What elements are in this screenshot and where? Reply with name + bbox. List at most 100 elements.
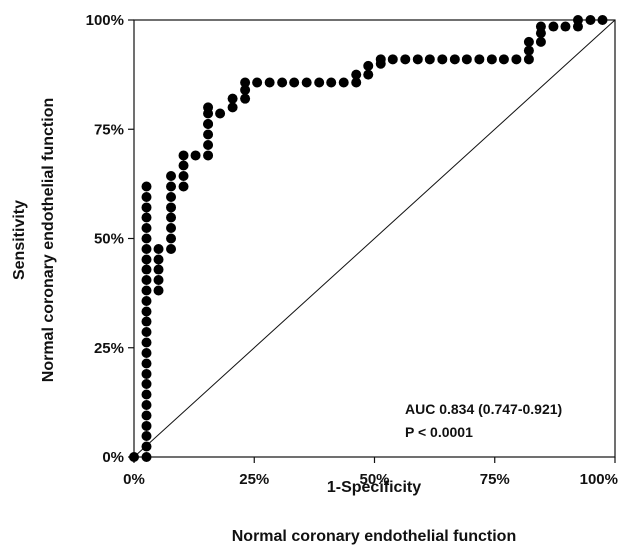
roc-point (400, 54, 411, 65)
roc-point (141, 264, 152, 275)
roc-point (141, 306, 152, 317)
roc-point (203, 129, 214, 140)
roc-point (597, 15, 608, 25)
roc-point (141, 337, 152, 348)
x-tick-label: 100% (580, 471, 618, 488)
roc-point (178, 181, 189, 192)
roc-point (424, 54, 435, 65)
roc-point (153, 254, 164, 265)
roc-point (166, 171, 177, 182)
x-tick-label: 75% (480, 471, 510, 488)
roc-point (141, 452, 152, 462)
roc-point (264, 77, 275, 88)
roc-point (141, 347, 152, 358)
roc-point (153, 264, 164, 275)
roc-point (166, 181, 177, 192)
roc-point (141, 389, 152, 400)
roc-point (227, 102, 238, 113)
roc-point (215, 108, 226, 119)
roc-point (178, 171, 189, 182)
roc-point (585, 15, 596, 25)
roc-point (203, 139, 214, 150)
roc-point (166, 233, 177, 244)
roc-point (141, 275, 152, 286)
roc-point (141, 368, 152, 379)
roc-point (166, 202, 177, 213)
roc-point (387, 54, 398, 65)
y-axis-subtitle: Normal coronary endothelial function (40, 98, 57, 382)
y-tick-label: 100% (86, 12, 124, 29)
roc-point (178, 150, 189, 161)
roc-point (166, 191, 177, 202)
roc-point (474, 54, 485, 65)
roc-point (166, 243, 177, 254)
roc-point (178, 160, 189, 171)
roc-point (511, 54, 522, 65)
roc-point (363, 69, 374, 80)
reference-diagonal-line (133, 19, 616, 458)
x-tick-label: 50% (359, 471, 389, 488)
roc-point (141, 223, 152, 234)
roc-point (326, 77, 337, 88)
roc-point (141, 181, 152, 192)
roc-point (363, 60, 374, 71)
x-axis-ticks: 0% 25% 50% 75% 100% (123, 457, 618, 488)
roc-point (227, 93, 238, 104)
roc-point (338, 77, 349, 88)
annotation-auc: AUC 0.834 (0.747-0.921) (405, 401, 562, 417)
roc-point (141, 285, 152, 296)
roc-point (141, 316, 152, 327)
roc-point (535, 21, 546, 32)
y-tick-label: 25% (94, 340, 124, 357)
roc-points (129, 15, 608, 462)
roc-point (449, 54, 460, 65)
x-axis-subtitle: Normal coronary endothelial function (232, 528, 516, 545)
y-axis-ticks: 0% 25% 50% 75% 100% (86, 12, 134, 466)
roc-point (141, 191, 152, 202)
roc-point (412, 54, 423, 65)
y-axis-title: Sensitivity (11, 200, 28, 280)
y-tick-label: 50% (94, 231, 124, 248)
y-tick-label: 0% (102, 449, 124, 466)
roc-point (153, 275, 164, 286)
roc-point (277, 77, 288, 88)
roc-point (240, 93, 251, 104)
roc-point (141, 420, 152, 431)
roc-point (190, 150, 201, 161)
roc-point (314, 77, 325, 88)
roc-point (153, 243, 164, 254)
y-tick-label: 75% (94, 121, 124, 138)
roc-point (486, 54, 497, 65)
roc-point (461, 54, 472, 65)
roc-point (141, 410, 152, 421)
roc-point (252, 77, 263, 88)
roc-point (203, 102, 214, 113)
roc-point (141, 202, 152, 213)
roc-point (141, 254, 152, 265)
roc-point (437, 54, 448, 65)
roc-point (141, 295, 152, 306)
roc-point (203, 119, 214, 130)
roc-point (141, 212, 152, 223)
roc-point (289, 77, 300, 88)
roc-point (535, 36, 546, 47)
roc-point (141, 431, 152, 442)
roc-point (548, 21, 559, 32)
roc-point (203, 150, 214, 161)
roc-point (141, 327, 152, 338)
roc-point (141, 441, 152, 452)
x-axis-title: 1-Specificity (327, 479, 421, 496)
roc-point (153, 285, 164, 296)
annotation-p-value: P < 0.0001 (405, 424, 473, 440)
roc-point (129, 452, 139, 462)
roc-point (141, 233, 152, 244)
roc-point (572, 15, 583, 25)
roc-point (141, 243, 152, 254)
roc-point (240, 84, 251, 95)
roc-point (166, 223, 177, 234)
roc-point (351, 69, 362, 80)
roc-point (301, 77, 312, 88)
roc-point (166, 212, 177, 223)
roc-point (375, 54, 386, 65)
roc-point (523, 36, 534, 47)
